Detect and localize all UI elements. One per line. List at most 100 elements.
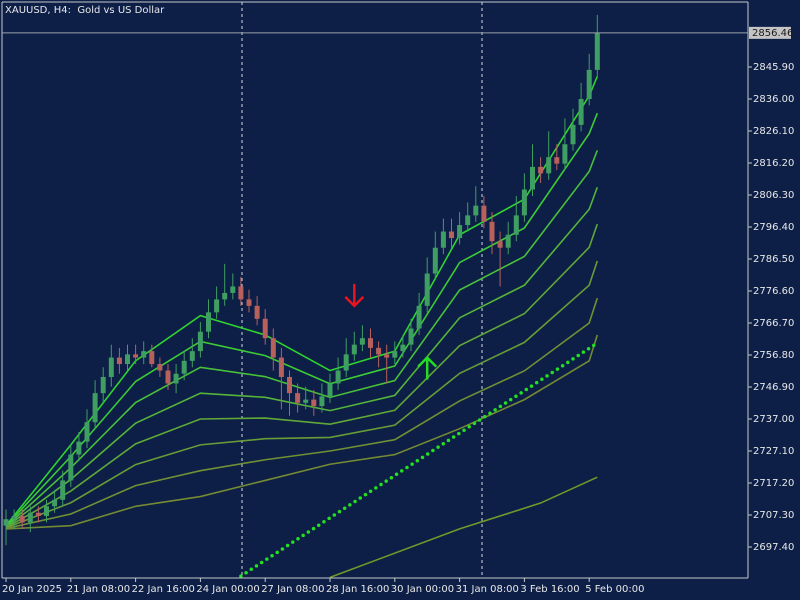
candle-body — [157, 364, 163, 371]
candle-body — [513, 215, 519, 235]
candle-body — [84, 422, 90, 442]
x-tick-label: 27 Jan 08:00 — [261, 584, 324, 595]
candle-body — [400, 344, 406, 352]
candle-body — [92, 393, 98, 423]
candle-body — [578, 99, 584, 125]
candle-body — [52, 499, 58, 507]
candle-body — [278, 357, 284, 377]
candle-body — [206, 312, 211, 332]
candle-body — [416, 305, 422, 329]
candle-body — [384, 354, 390, 358]
candle-body — [327, 383, 333, 397]
candle-body — [27, 512, 33, 523]
y-tick-label: 2816.20 — [753, 158, 794, 169]
candle-body — [125, 354, 130, 365]
y-tick-label: 2776.60 — [753, 286, 794, 297]
candle-body — [189, 351, 195, 361]
candle-body — [473, 205, 479, 216]
candle-body — [173, 373, 179, 384]
x-tick-label: 31 Jan 08:00 — [456, 584, 519, 595]
candle-body — [238, 286, 244, 300]
candle-body — [319, 396, 325, 407]
candle-body — [335, 370, 341, 384]
y-tick-label: 2796.40 — [753, 222, 794, 233]
candle-body — [214, 299, 220, 313]
candle-body — [222, 292, 228, 300]
candle-body — [392, 351, 398, 358]
candle-body — [149, 351, 155, 365]
y-tick-label: 2746.90 — [753, 382, 794, 393]
y-tick-label: 2717.20 — [753, 478, 794, 489]
candle-body — [295, 393, 301, 403]
candle-body — [505, 234, 511, 248]
candle-body — [230, 286, 236, 293]
candle-body — [359, 338, 365, 345]
y-tick-label: 2727.10 — [753, 446, 794, 457]
candle-body — [432, 247, 438, 274]
x-tick-label: 24 Jan 00:00 — [196, 584, 259, 595]
candle-body — [246, 299, 252, 306]
candle-body — [481, 205, 487, 222]
sell-arrow — [344, 283, 365, 308]
candle-body — [262, 318, 268, 339]
candle-body — [449, 231, 454, 238]
candle-body — [465, 215, 471, 226]
candle-body — [60, 480, 66, 500]
candle-body — [376, 347, 382, 355]
y-tick-label: 2786.50 — [753, 254, 794, 265]
y-tick-label: 2845.90 — [753, 62, 794, 73]
candle-body — [343, 354, 349, 371]
candle-body — [197, 331, 203, 352]
chart-title: XAUUSD, H4: Gold vs US Dollar — [5, 5, 165, 16]
current-price-label: 2856.46 — [752, 28, 793, 39]
candle-body — [554, 157, 560, 164]
moving-average — [5, 260, 599, 529]
x-tick-label: 22 Jan 16:00 — [132, 584, 195, 595]
moving-average — [5, 223, 599, 529]
candle-body — [489, 221, 495, 242]
candle-body — [368, 338, 373, 348]
candle-body — [303, 399, 309, 403]
x-tick-label: 5 Feb 00:00 — [585, 584, 644, 595]
candle-body — [44, 506, 49, 516]
candle-body — [68, 454, 74, 481]
moving-average — [5, 297, 599, 530]
x-tick-label: 21 Jan 08:00 — [67, 584, 130, 595]
x-tick-label: 3 Feb 16:00 — [520, 584, 579, 595]
y-tick-label: 2707.30 — [753, 510, 794, 521]
candle-body — [530, 166, 535, 190]
y-tick-label: 2826.10 — [753, 126, 794, 137]
candle-body — [440, 231, 446, 248]
candle-body — [311, 399, 317, 407]
candle-body — [108, 357, 114, 377]
candle-body — [19, 515, 25, 523]
candle-body — [497, 241, 503, 248]
candle-body — [165, 370, 171, 384]
candle-body — [133, 354, 139, 358]
candle-body — [408, 328, 414, 345]
candle-body — [3, 519, 9, 526]
buy-arrow — [417, 355, 438, 380]
candle-body — [521, 189, 527, 216]
candle-body — [254, 305, 260, 319]
candle-body — [424, 273, 430, 306]
candle-body — [287, 376, 292, 394]
candle-body — [76, 441, 82, 455]
candle-body — [100, 376, 106, 394]
moving-average — [5, 186, 599, 528]
candle-body — [11, 515, 17, 520]
candle-body — [546, 157, 552, 174]
candle-body — [570, 124, 576, 145]
y-tick-label: 2766.70 — [753, 318, 794, 329]
candle-body — [181, 360, 187, 374]
candle-body — [594, 32, 600, 70]
x-tick-label: 28 Jan 16:00 — [326, 584, 389, 595]
y-tick-label: 2756.80 — [753, 350, 794, 361]
plot-area — [3, 14, 600, 579]
candle-body — [586, 69, 592, 100]
moving-average — [5, 76, 599, 527]
y-tick-label: 2697.40 — [753, 542, 794, 553]
